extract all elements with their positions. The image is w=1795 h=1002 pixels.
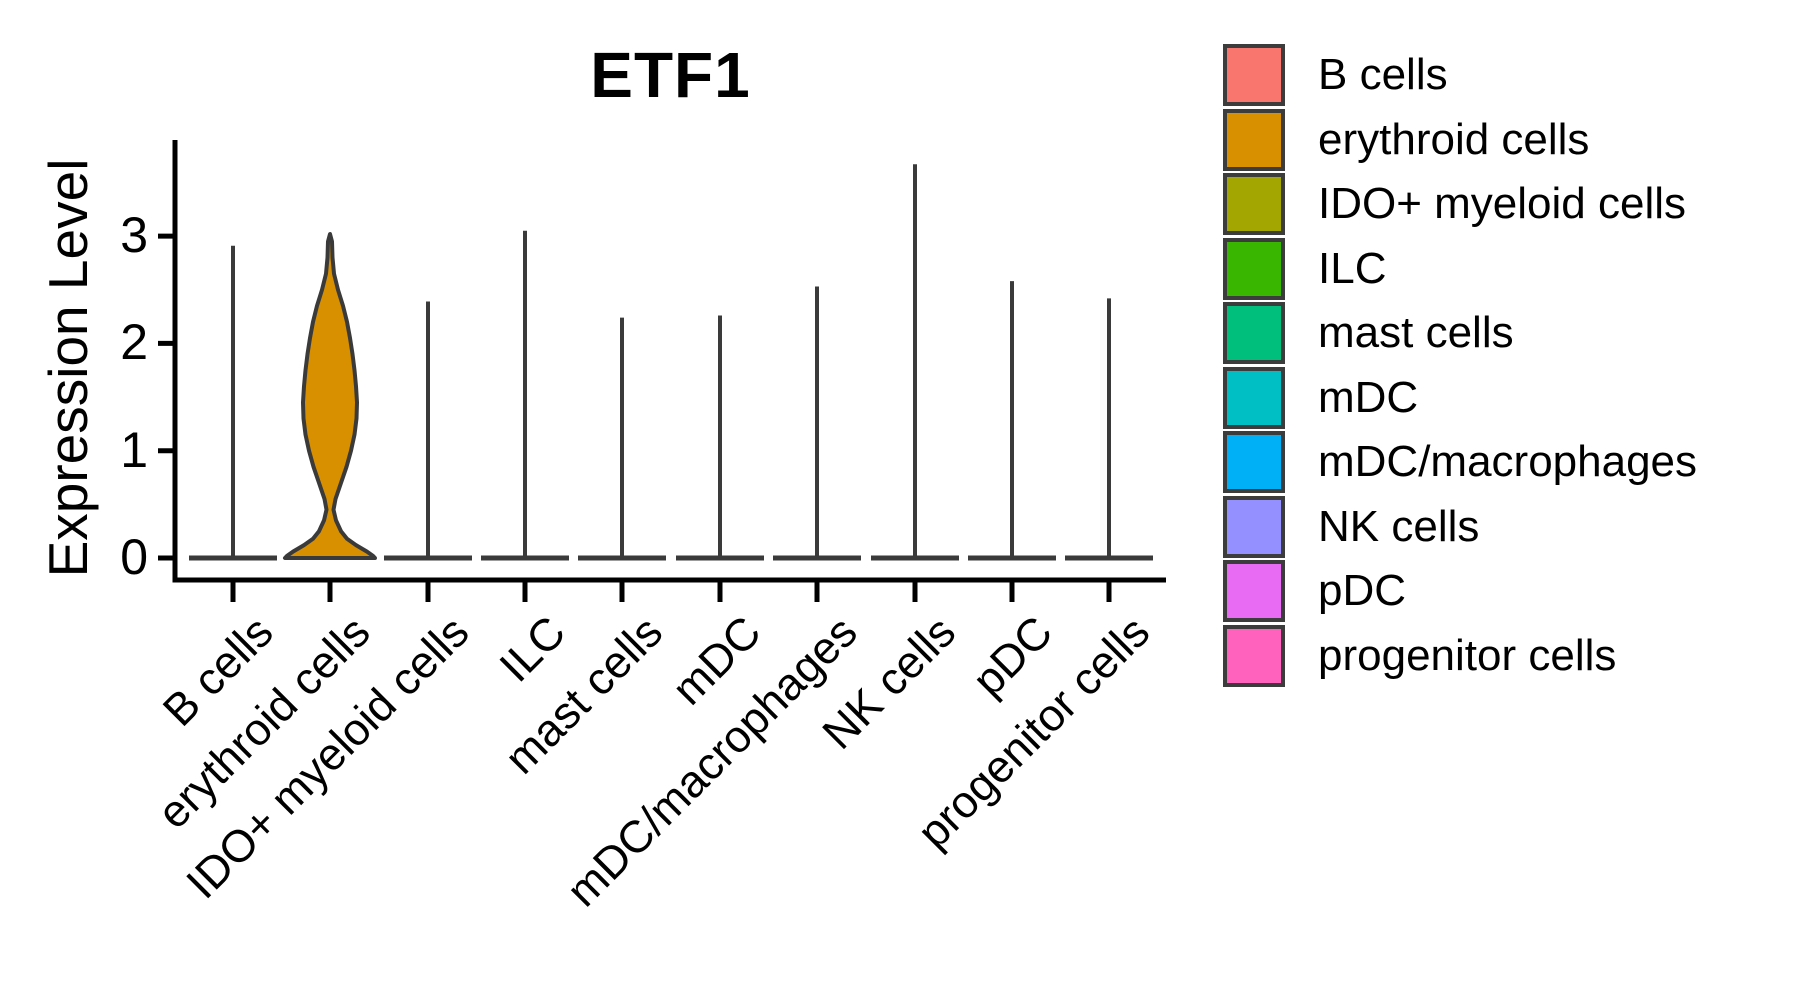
- violin-erythroid: [283, 232, 377, 560]
- legend-item-1: erythroid cells: [1223, 108, 1697, 171]
- y-tick-label-3: 3: [120, 206, 148, 263]
- legend-label: pDC: [1318, 566, 1407, 615]
- legend-label: ILC: [1318, 243, 1387, 293]
- legend-item-5: mDC: [1223, 366, 1697, 429]
- legend-label: NK cells: [1318, 501, 1480, 551]
- legend-swatch-icon: [1223, 431, 1285, 493]
- y-tick-label-1: 1: [120, 421, 148, 478]
- legend-label: mast cells: [1318, 308, 1514, 357]
- legend-swatch-icon: [1223, 366, 1285, 429]
- legend-label: erythroid cells: [1318, 114, 1590, 164]
- legend-swatch-icon: [1223, 560, 1285, 622]
- legend-swatch-icon: [1223, 237, 1285, 300]
- legend-swatch-icon: [1223, 173, 1285, 235]
- legend-label: progenitor cells: [1318, 630, 1617, 680]
- legend: B cells erythroid cells IDO+ myeloid cells…: [1223, 44, 1698, 690]
- legend-label: IDO+ myeloid cells: [1318, 179, 1687, 228]
- legend-swatch-icon: [1223, 495, 1285, 558]
- legend-item-7: NK cells: [1223, 495, 1697, 558]
- legend-label: B cells: [1318, 50, 1448, 99]
- legend-label: mDC/macrophages: [1318, 437, 1698, 486]
- legend-swatch-icon: [1223, 624, 1285, 687]
- legend-swatch-icon: [1223, 302, 1285, 364]
- legend-swatch-icon: [1223, 108, 1285, 171]
- y-tick-label-0: 0: [120, 528, 148, 585]
- legend-item-0: B cells: [1223, 44, 1697, 106]
- y-axis-title: Expression Level: [37, 158, 99, 578]
- plot-title: ETF1: [590, 39, 751, 111]
- legend-item-3: ILC: [1223, 237, 1697, 300]
- legend-item-9: progenitor cells: [1223, 624, 1697, 687]
- y-tick-label-2: 2: [120, 314, 148, 371]
- legend-swatch-icon: [1223, 44, 1285, 106]
- legend-item-2: IDO+ myeloid cells: [1223, 173, 1697, 235]
- legend-item-6: mDC/macrophages: [1223, 431, 1698, 493]
- legend-label: mDC: [1318, 372, 1419, 422]
- legend-item-4: mast cells: [1223, 302, 1697, 364]
- legend-item-8: pDC: [1223, 560, 1697, 622]
